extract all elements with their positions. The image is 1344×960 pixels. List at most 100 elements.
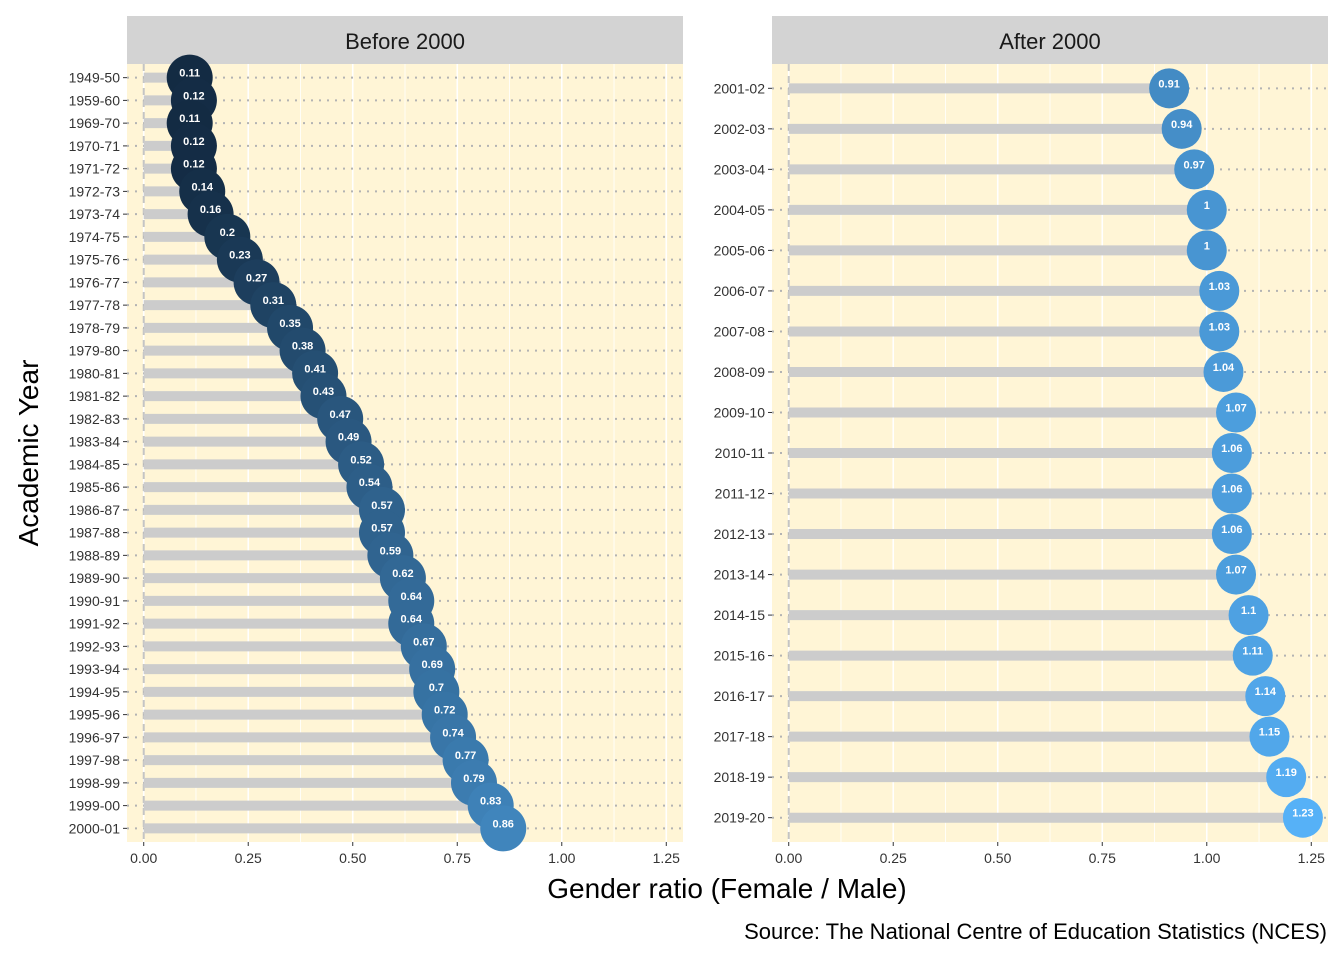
point-value-label: 0.12 (183, 136, 204, 148)
point-value-label: 0.77 (455, 750, 476, 762)
lollipop-point (1149, 68, 1190, 109)
y-tick-label: 2001-02 (714, 80, 766, 96)
y-tick-label: 2007-08 (714, 323, 766, 339)
point-value-label: 0.59 (380, 545, 401, 557)
point-value-label: 0.11 (179, 113, 200, 125)
point-value-label: 0.27 (246, 272, 267, 284)
point-value-label: 0.57 (371, 523, 392, 535)
point-value-label: 1.04 (1213, 362, 1235, 374)
strip-background (772, 16, 1328, 64)
y-tick-label: 1972-73 (69, 183, 121, 199)
point-value-label: 1 (1204, 200, 1210, 212)
y-tick-label: 1982-83 (69, 411, 121, 427)
point-value-label: 0.12 (183, 159, 204, 171)
point-value-label: 1.06 (1221, 524, 1242, 536)
y-tick-label: 2000-01 (69, 820, 121, 836)
x-tick-label: 1.00 (548, 850, 575, 866)
point-value-label: 0.14 (192, 181, 214, 193)
y-tick-label: 1949-50 (69, 70, 121, 86)
y-tick-label: 2011-12 (715, 486, 766, 502)
lollipop-point (1161, 108, 1202, 149)
y-tick-label: 1990-91 (69, 593, 121, 609)
lollipop-point (1249, 716, 1290, 757)
strip-title: Before 2000 (345, 29, 465, 54)
point-value-label: 1 (1204, 240, 1210, 252)
point-value-label: 0.72 (434, 705, 455, 717)
strip-title: After 2000 (999, 29, 1101, 54)
y-tick-label: 2015-16 (714, 648, 766, 664)
y-tick-label: 1970-71 (69, 138, 121, 154)
y-tick-label: 1979-80 (69, 343, 121, 359)
lollipop-point (1211, 473, 1252, 514)
point-value-label: 0.67 (413, 636, 434, 648)
point-value-label: 1.03 (1209, 321, 1230, 333)
point-value-label: 0.64 (401, 614, 423, 626)
lollipop-point (1211, 433, 1252, 473)
y-tick-label: 1974-75 (69, 229, 121, 245)
y-tick-label: 1997-98 (69, 752, 121, 768)
x-axis-ticks: 0.00 0.25 0.50 0.75 1.00 1.25 (130, 842, 680, 866)
lollipop-point (1186, 230, 1227, 271)
lollipop-point (1216, 554, 1257, 595)
y-tick-label: 2019-20 (714, 810, 766, 826)
point-value-label: 0.52 (350, 454, 371, 466)
y-tick-label: 1986-87 (69, 502, 121, 518)
y-tick-label: 2008-09 (714, 364, 766, 380)
point-value-label: 0.47 (329, 409, 350, 421)
source-caption: Source: The National Centre of Education… (744, 919, 1327, 944)
y-tick-label: 1988-89 (69, 547, 121, 563)
lollipop-point (1203, 351, 1244, 392)
x-tick-label: 0.25 (880, 850, 907, 866)
lollipop-point (1266, 757, 1307, 798)
lollipop-point (480, 805, 527, 852)
y-tick-label: 2016-17 (714, 688, 766, 704)
y-axis-title: Academic Year (13, 360, 44, 547)
point-value-label: 0.91 (1158, 78, 1179, 90)
point-value-label: 1.07 (1225, 402, 1246, 414)
y-tick-label: 1981-82 (69, 388, 121, 404)
x-tick-label: 1.00 (1193, 850, 1220, 866)
y-tick-label: 1987-88 (69, 525, 121, 541)
lollipop-point (1174, 149, 1215, 190)
point-value-label: 1.15 (1259, 727, 1280, 739)
y-tick-label: 1959-60 (69, 92, 121, 108)
lollipop-point (1245, 676, 1286, 717)
point-value-label: 0.7 (429, 682, 444, 694)
panel-after-2000: After 2000 0.91 0.94 0.97 1 1 1.03 1.03 1.04 1.0… (714, 16, 1328, 866)
x-tick-label: 0.00 (130, 850, 157, 866)
y-tick-label: 1994-95 (69, 684, 121, 700)
data-rows: 0.91 0.94 0.97 1 1 1.03 1.03 1.04 1.07 1.06 1.06 1.… (772, 68, 1328, 838)
y-axis-ticks: 2001-02 2002-03 2003-04 2004-05 2005-06 2006-… (714, 80, 772, 826)
y-tick-label: 2017-18 (714, 729, 766, 745)
point-value-label: 0.35 (279, 318, 300, 330)
point-value-label: 0.38 (292, 341, 313, 353)
y-tick-label: 2010-11 (715, 445, 766, 461)
y-tick-label: 1969-70 (69, 115, 121, 131)
y-tick-label: 1975-76 (69, 252, 121, 268)
point-value-label: 0.69 (421, 659, 442, 671)
x-tick-label: 1.25 (1298, 850, 1325, 866)
point-value-label: 0.64 (401, 591, 423, 603)
y-tick-label: 2005-06 (714, 242, 766, 258)
point-value-label: 0.86 (493, 818, 514, 830)
point-value-label: 0.97 (1184, 159, 1205, 171)
point-value-label: 0.12 (183, 90, 204, 102)
y-tick-label: 1983-84 (69, 434, 121, 450)
point-value-label: 0.74 (442, 727, 464, 739)
y-tick-label: 2013-14 (714, 567, 766, 583)
y-tick-label: 1977-78 (69, 297, 121, 313)
y-tick-label: 1991-92 (69, 616, 121, 632)
y-tick-label: 1993-94 (69, 661, 121, 677)
point-value-label: 1.06 (1221, 484, 1242, 496)
y-tick-label: 1999-00 (69, 798, 121, 814)
point-value-label: 1.03 (1209, 281, 1230, 293)
point-value-label: 0.49 (338, 432, 359, 444)
point-value-label: 1.23 (1292, 808, 1313, 820)
y-tick-label: 1998-99 (69, 775, 121, 791)
x-tick-label: 0.50 (339, 850, 366, 866)
y-tick-label: 2012-13 (714, 526, 766, 542)
y-tick-label: 1973-74 (69, 206, 121, 222)
point-value-label: 0.94 (1171, 119, 1193, 131)
y-tick-label: 2003-04 (714, 161, 766, 177)
point-value-label: 0.31 (263, 295, 284, 307)
